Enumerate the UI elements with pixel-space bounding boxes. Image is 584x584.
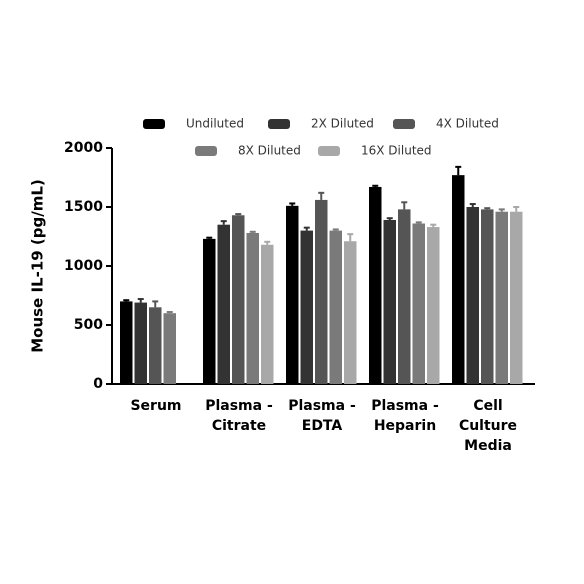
legend-swatch	[143, 119, 165, 129]
error-bar	[137, 298, 144, 303]
bar	[134, 302, 147, 384]
x-tick-label: Plasma -	[288, 398, 356, 414]
error-bar	[123, 299, 130, 302]
error-bar	[220, 220, 227, 225]
error-bar	[152, 300, 159, 308]
y-axis-label: Mouse IL-19 (pg/mL)	[29, 179, 47, 353]
bar	[427, 227, 440, 384]
bar	[383, 219, 396, 384]
y-tick-label: 2000	[64, 140, 103, 156]
bar	[495, 211, 508, 384]
error-bar	[401, 201, 408, 210]
error-bar	[430, 223, 437, 228]
y-tick-label: 0	[93, 376, 103, 392]
bar	[300, 230, 313, 384]
error-bar	[289, 202, 296, 206]
x-tick-label: Media	[464, 438, 512, 454]
legend-label: Undiluted	[186, 117, 244, 131]
legend-label: 8X Diluted	[238, 144, 301, 158]
bar	[217, 224, 230, 384]
bar	[203, 238, 216, 384]
bar	[149, 307, 162, 384]
bar	[452, 175, 465, 384]
bar	[286, 205, 299, 384]
bar	[344, 241, 357, 384]
error-bar	[469, 203, 476, 207]
bar	[261, 244, 274, 384]
legend-swatch	[195, 146, 217, 156]
x-tick-label: EDTA	[302, 418, 343, 434]
bar	[246, 232, 259, 384]
x-tick-label: Citrate	[212, 418, 266, 434]
error-bar	[235, 213, 242, 216]
error-bar	[372, 184, 379, 187]
y-tick-label: 500	[74, 317, 103, 333]
error-bar	[303, 226, 310, 231]
error-bar	[318, 191, 325, 200]
error-bar	[415, 221, 422, 224]
bar	[398, 209, 411, 384]
bar	[315, 199, 328, 384]
bar	[232, 215, 245, 384]
bar	[510, 211, 523, 384]
bar	[412, 223, 425, 384]
legend-swatch	[318, 146, 340, 156]
legend-label: 2X Diluted	[311, 117, 374, 131]
bar	[369, 186, 382, 384]
bar	[120, 301, 133, 384]
error-bar	[484, 207, 491, 210]
error-bar	[206, 236, 213, 239]
y-tick-label: 1000	[64, 258, 103, 274]
x-tick-label: Cell	[473, 398, 502, 414]
error-bar	[455, 165, 462, 176]
error-bar	[264, 240, 271, 245]
error-bar	[166, 311, 173, 314]
x-tick-label: Plasma -	[371, 398, 439, 414]
legend-swatch	[268, 119, 290, 129]
bar	[481, 209, 494, 384]
bar	[329, 230, 342, 384]
error-bar	[332, 228, 339, 231]
bar	[163, 313, 176, 384]
y-tick-label: 1500	[64, 199, 103, 215]
legend-label: 4X Diluted	[436, 117, 499, 131]
legend-swatch	[393, 119, 415, 129]
error-bar	[386, 217, 393, 220]
x-tick-label: Heparin	[374, 418, 436, 434]
error-bar	[498, 208, 505, 212]
x-tick-label: Plasma -	[205, 398, 273, 414]
error-bar	[249, 230, 256, 233]
x-tick-label: Serum	[130, 398, 181, 414]
legend-label: 16X Diluted	[361, 144, 432, 158]
x-tick-label: Culture	[459, 418, 517, 434]
error-bar	[347, 233, 354, 242]
bar	[466, 207, 479, 384]
error-bar	[513, 206, 520, 212]
